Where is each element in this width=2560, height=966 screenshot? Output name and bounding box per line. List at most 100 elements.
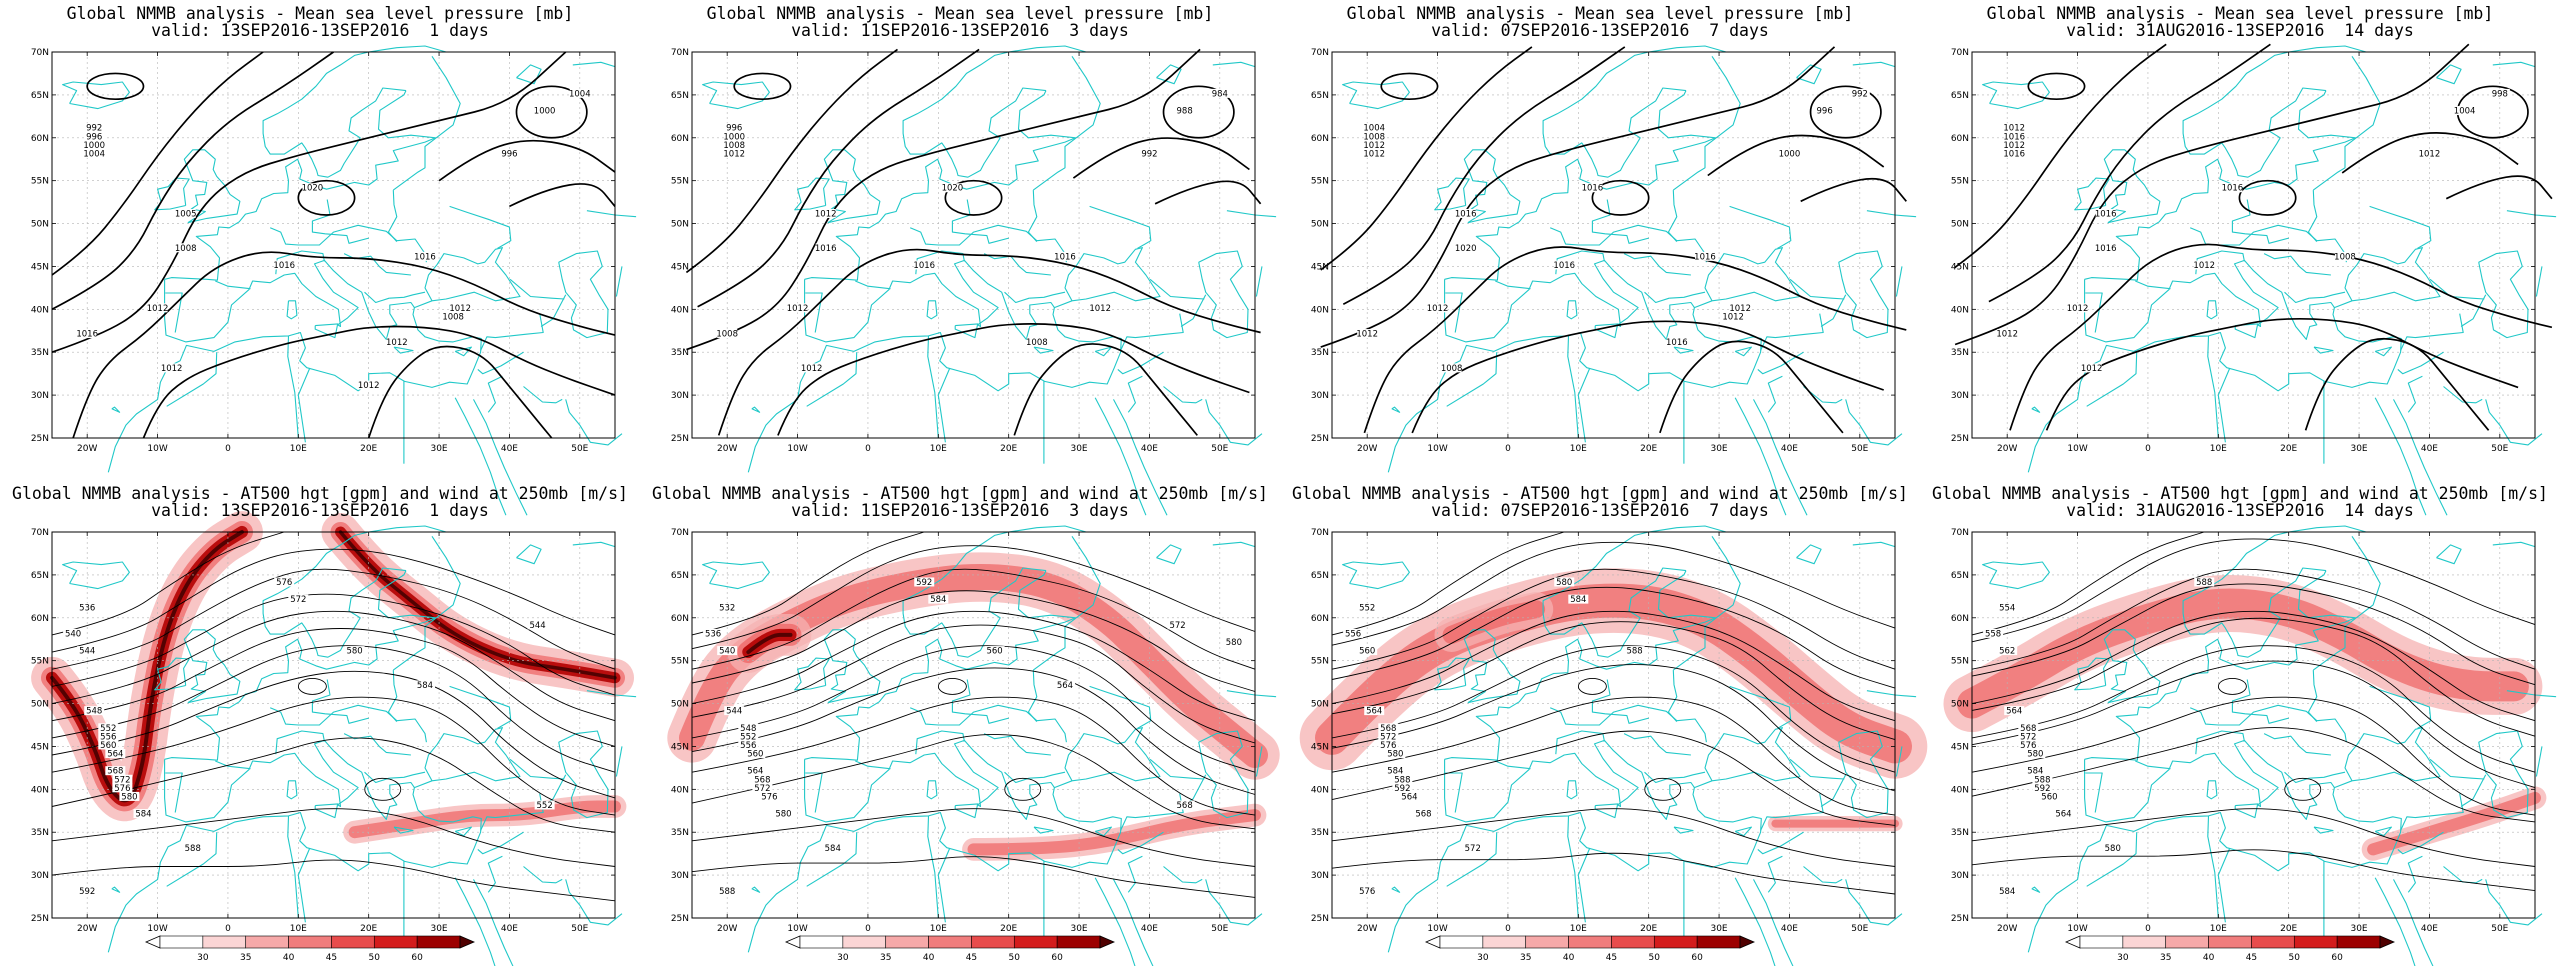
- contour-label: 592: [1394, 784, 1410, 794]
- panel-title-line1: Global NMMB analysis - Mean sea level pr…: [706, 4, 1214, 23]
- lon-tick-label: 10W: [147, 444, 167, 454]
- lon-tick-label: 40E: [2421, 444, 2438, 454]
- grid: [52, 532, 615, 918]
- lon-tick-label: 20E: [360, 444, 377, 454]
- lon-tick-label: 30E: [1710, 444, 1727, 454]
- contour-label-bg: [1997, 646, 2018, 656]
- lon-tick-label: 50E: [2491, 924, 2508, 934]
- contour-label-bg: [1455, 208, 1476, 218]
- lon-tick-label: 40E: [1141, 924, 1158, 934]
- contour-label-bg: [724, 706, 745, 716]
- colorbar-max-arrow: [2379, 935, 2396, 949]
- isobar: [1411, 320, 1884, 434]
- lat-tick-label: 40N: [1951, 785, 1969, 795]
- lon-tick-label: 20E: [2280, 924, 2297, 934]
- contour-label: 1004: [2454, 107, 2476, 117]
- contour-label: 552: [740, 732, 756, 742]
- contour-label: 572: [1380, 732, 1396, 742]
- height-contour: [51, 645, 616, 773]
- contour-label-bg: [175, 243, 196, 253]
- contour-label-bg: [84, 123, 105, 133]
- lat-tick-label: 35N: [1951, 348, 1969, 358]
- panel-title: Global NMMB analysis - AT500 hgt [gpm] a…: [0, 485, 640, 519]
- contour-label-bg: [1343, 628, 1364, 638]
- coastlines: [1982, 45, 2557, 516]
- height-contour: [51, 859, 616, 902]
- lat-tick-label: 70N: [1951, 528, 1969, 538]
- lat-tick-label: 65N: [1951, 91, 1969, 101]
- contour-label-bg: [450, 303, 471, 313]
- colorbar-tick-label: 30: [837, 953, 849, 963]
- lon-tick-label: 10E: [290, 924, 307, 934]
- contour-label-bg: [147, 303, 168, 313]
- lat-tick-label: 25N: [671, 914, 689, 924]
- contour-label-bg: [1357, 329, 1378, 339]
- contour-label-bg: [1399, 791, 1420, 801]
- lat-tick-label: 70N: [1311, 528, 1329, 538]
- coastlines: [1342, 525, 1917, 966]
- lat-tick-label: 60N: [671, 614, 689, 624]
- z500-contours: 5545585625645685725765805845885925605645…: [1971, 531, 2536, 897]
- contour-label: 1012: [1729, 304, 1751, 314]
- lon-tick-label: 40E: [1781, 924, 1798, 934]
- isobar: [1320, 46, 1533, 271]
- isobar: [1154, 180, 1262, 205]
- contour-label-bg: [1997, 603, 2018, 613]
- colorbar-swatch: [2165, 935, 2209, 949]
- contour-label: 1012: [2067, 304, 2089, 314]
- isobar: [142, 325, 616, 439]
- contour-label-bg: [1723, 311, 1744, 321]
- height-contour: [691, 733, 1256, 830]
- lat-tick-label: 25N: [671, 434, 689, 444]
- map-canvas: 9929961000100410081012101210161020101610…: [1311, 45, 1917, 516]
- contour-label: 544: [79, 647, 95, 657]
- contour-label-bg: [787, 303, 808, 313]
- contour-label-bg: [133, 809, 154, 819]
- height-contour: [1331, 610, 1896, 722]
- contour-label-bg: [1026, 337, 1047, 347]
- contour-label: 1016: [273, 261, 295, 271]
- colorbar-swatch: [202, 935, 247, 949]
- contour-label-bg: [105, 766, 126, 776]
- contour-label: 1016: [1666, 338, 1688, 348]
- lat-tick-label: 25N: [31, 914, 49, 924]
- lat-tick-label: 45N: [671, 262, 689, 272]
- contour-label: 584: [930, 595, 946, 605]
- lon-tick-label: 20W: [717, 444, 737, 454]
- contour-label: 588: [185, 844, 201, 854]
- isobar: [1800, 177, 1907, 203]
- panel-title: Global NMMB analysis - AT500 hgt [gpm] a…: [1280, 485, 1920, 519]
- colorbar-tick-label: 60: [1691, 953, 1703, 963]
- contour-label: 580: [2105, 844, 2121, 854]
- height-contour: [691, 545, 1256, 650]
- contour-label-bg: [98, 723, 119, 733]
- colorbar-swatch: [885, 935, 929, 949]
- contour-label-bg: [84, 706, 105, 716]
- contour-label-bg: [98, 731, 119, 741]
- contour-label: 572: [290, 595, 306, 605]
- contour-label-bg: [1624, 646, 1645, 656]
- isobar-closed: [1162, 85, 1235, 139]
- isobar: [51, 51, 264, 276]
- contour-label: 1012: [787, 304, 809, 314]
- isobar: [509, 183, 616, 208]
- lat-tick-label: 65N: [1951, 571, 1969, 581]
- lat-tick-label: 30N: [1311, 871, 1329, 881]
- isobar: [72, 251, 616, 439]
- lat-tick-label: 25N: [31, 434, 49, 444]
- contour-label-bg: [1427, 303, 1448, 313]
- contour-label-bg: [2004, 131, 2025, 141]
- contour-label: 576: [2020, 741, 2036, 751]
- lat-tick-label: 55N: [671, 177, 689, 187]
- colorbar-tick-label: 40: [923, 953, 935, 963]
- colorbar-swatch: [1696, 935, 1741, 949]
- contour-label: 1012: [1356, 330, 1378, 340]
- lat-tick-label: 30N: [671, 871, 689, 881]
- contour-label-bg: [1364, 148, 1385, 158]
- panel-title-line2: valid: 31AUG2016-13SEP2016 14 days: [2066, 21, 2414, 40]
- contour-label: 1012: [1363, 149, 1385, 159]
- plot-frame: [51, 531, 616, 919]
- height-contour: [1971, 660, 2536, 789]
- colorbar-swatch: [1056, 935, 1101, 949]
- lon-tick-label: 50E: [1211, 444, 1228, 454]
